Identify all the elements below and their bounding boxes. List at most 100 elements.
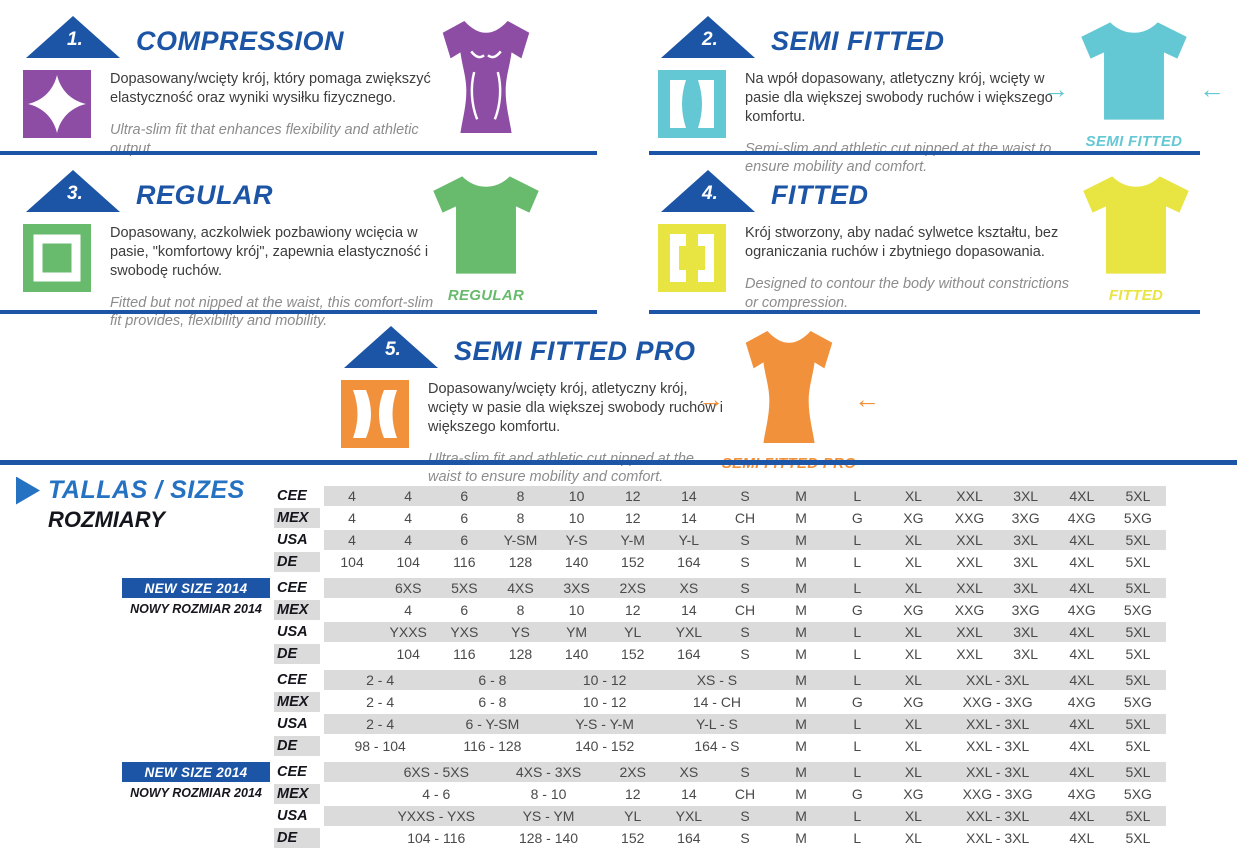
region-label: USA <box>277 716 308 732</box>
size-cell: 140 <box>564 554 589 570</box>
fit-header: 3. REGULAR <box>26 166 605 212</box>
size-cell: 4XG <box>1067 694 1096 710</box>
size-cell: L <box>853 716 862 732</box>
size-cell: 5XL <box>1125 738 1151 754</box>
size-cell: 6 <box>460 602 469 618</box>
size-cell: 4 <box>404 510 413 526</box>
size-cell: M <box>795 764 807 780</box>
fit-section-semi-fitted-pro: 5. SEMI FITTED PRO Dopasowany/wcięty kró… <box>338 322 886 487</box>
semi-fitted-pro-icon <box>341 380 409 448</box>
arrow-right-icon: → <box>1043 74 1069 104</box>
size-cell: S <box>740 808 750 824</box>
tee-shirt-icon <box>1083 176 1189 274</box>
size-cell: 104 <box>396 646 420 662</box>
size-cell: XXL - 3XL <box>965 764 1030 780</box>
size-cell: 152 <box>621 646 645 662</box>
size-cell: YS <box>511 624 530 640</box>
size-cell: S <box>740 532 750 548</box>
numbered-triangle-icon: 1. <box>26 16 120 58</box>
size-cell: XL <box>904 716 922 732</box>
fit-section-compression: 1. COMPRESSION Dopasowany/wcięty krój, k… <box>20 12 605 158</box>
size-cell: Y-M <box>620 532 645 548</box>
size-row-values: 2 - 4 6 - Y-SM Y-S - Y-M Y-L - S M L XL XXL - 3… <box>324 714 1166 734</box>
size-row-values: 2 - 4 6 - 8 10 - 12 XS - S M L XL XXL - 3XL 4XL 5… <box>324 670 1166 690</box>
size-cell: 4XL <box>1069 672 1095 688</box>
size-cell: L <box>853 580 862 596</box>
size-cell: XXL <box>956 554 983 570</box>
size-cell: XXL <box>956 488 983 504</box>
size-cell <box>324 828 380 848</box>
size-cell: 4 <box>348 532 356 548</box>
size-cell: 116 - 128 <box>463 738 522 754</box>
size-cell: 128 <box>508 554 533 570</box>
region-label: CEE <box>277 580 307 596</box>
size-cell <box>324 600 380 620</box>
size-cell: 2 - 4 <box>366 716 395 732</box>
fit-section-fitted: 4. FITTED Krój stworzony, aby nadać sylw… <box>655 166 1237 312</box>
size-cell: 12 <box>624 510 641 526</box>
size-cell: YL <box>624 624 642 640</box>
size-row: CEE 6XS 5XS 4XS 3XS 2XS XS S M L XL XXL 3XL 4XL 5XL <box>274 578 1166 598</box>
region-label: DE <box>274 552 320 572</box>
size-cell: 8 <box>516 602 525 618</box>
size-cell <box>324 806 380 826</box>
regular-shirt-graphic: REGULAR <box>411 172 561 304</box>
size-cell: 14 <box>681 510 697 526</box>
size-cell: 5XL <box>1125 672 1151 688</box>
fit-header: 4. FITTED <box>661 166 1237 212</box>
size-cell: 164 <box>677 554 701 570</box>
size-row: DE 104 116 128 140 152 164 S M L XL XXL 3XL 4XL 5XL <box>274 644 1166 664</box>
size-row-values: 4 4 6 Y-SM Y-S Y-M Y-L S M L XL XXL 3XL 4XL 5XL <box>324 530 1166 550</box>
size-cell: XXG <box>954 602 985 618</box>
region-label: USA <box>277 624 308 640</box>
size-cell: Y-L <box>678 532 700 548</box>
size-cell: 10 <box>568 488 585 504</box>
size-block: NEW SIZE 2014 NOWY ROZMIAR 2014 CEE 6XS - 5… <box>122 762 1166 848</box>
size-row: USA YXXS - YXS YS - YM YL YXL S M L XL XXL - 3XL 4… <box>274 806 1166 826</box>
size-cell: XL <box>904 580 922 596</box>
size-row-values: 104 116 128 140 152 164 S M L XL XXL 3XL 4XL 5XL <box>324 644 1166 664</box>
size-cell: L <box>853 554 862 570</box>
size-cell: YXL <box>675 624 703 640</box>
size-cell: M <box>795 830 807 846</box>
region-label: MEX <box>274 692 320 712</box>
size-cell: XL <box>904 554 922 570</box>
size-cell: 164 <box>677 830 701 846</box>
fit-description-pl: Dopasowany/wcięty krój, który pomaga zwi… <box>110 71 431 106</box>
size-cell: L <box>853 672 862 688</box>
size-cell: 3XL <box>1013 488 1039 504</box>
fit-title: FITTED <box>771 180 869 210</box>
size-cell: 10 <box>568 510 585 526</box>
fit-description-en: Designed to contour the body without con… <box>745 275 1070 311</box>
size-cell: 104 - 116 <box>407 830 466 846</box>
size-cell: 12 <box>624 488 641 504</box>
size-cell: XXL <box>956 580 983 596</box>
size-row-values: 4 6 8 10 12 14 CH M G XG XXG 3XG 4XG 5XG <box>324 600 1166 620</box>
size-row-values: 6XS - 5XS 4XS - 3XS 2XS XS S M L XL XXL - 3XL 4XL… <box>324 762 1166 782</box>
size-cell: XL <box>904 672 922 688</box>
size-cell <box>324 784 380 804</box>
size-cell: XL <box>904 532 922 548</box>
divider <box>649 310 1200 314</box>
size-cell: 5XL <box>1125 764 1151 780</box>
size-cell: 6 - 8 <box>478 694 507 710</box>
size-cell: 5XL <box>1125 808 1151 824</box>
size-cell: 2XS <box>619 580 646 596</box>
fit-header: 1. COMPRESSION <box>26 12 605 58</box>
regular-fit-icon <box>23 224 91 292</box>
region-label: DE <box>274 736 320 756</box>
size-cell: 3XG <box>1011 510 1040 526</box>
size-cell: 4 <box>404 602 413 618</box>
size-cell: XXL - 3XL <box>965 716 1030 732</box>
size-block: CEE 4 4 6 8 10 12 14 S M L XL XXL 3XL 4XL 5XL MEX 4 4 6 8 10 1… <box>274 486 1166 572</box>
new-size-2014-label: NEW SIZE 2014 NOWY ROZMIAR 2014 <box>122 762 270 800</box>
fitted-fit-icon <box>658 224 726 292</box>
size-cell: L <box>853 488 862 504</box>
fit-description-pl: Dopasowany/wcięty krój, atletyczny krój,… <box>428 381 723 435</box>
arrow-left-icon: ← <box>854 384 880 414</box>
size-cell: M <box>795 510 807 526</box>
size-cell: M <box>795 488 807 504</box>
fit-header: 2. SEMI FITTED <box>661 12 1237 58</box>
size-cell: G <box>851 786 863 802</box>
size-cell: M <box>795 646 807 662</box>
